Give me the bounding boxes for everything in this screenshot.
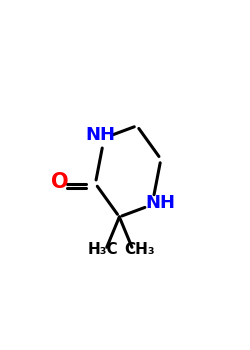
- Text: CH₃: CH₃: [124, 243, 155, 258]
- Text: H₃C: H₃C: [88, 243, 118, 258]
- Text: NH: NH: [85, 126, 115, 144]
- Text: NH: NH: [146, 194, 176, 212]
- Text: O: O: [51, 172, 68, 192]
